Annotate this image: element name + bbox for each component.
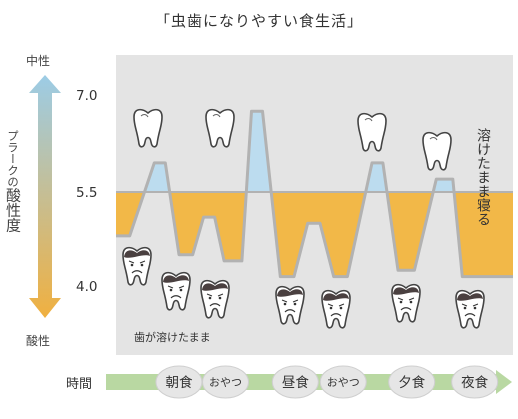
meal-circle [202,365,250,399]
meal-circle [388,365,436,399]
y-tick-label: 5.5 [76,185,97,201]
acidic-label: 酸性 [26,334,51,348]
teeth-melting-note: 歯が溶けたまま [134,330,211,344]
decayed-tooth-icon [161,271,191,311]
healthy-tooth-icon [205,108,235,148]
meal-label: 昼食 [282,374,309,391]
decayed-tooth-icon [321,289,351,329]
y-tick-label: 4.0 [76,279,97,295]
y-axis-title-prefix: プラークの [6,130,20,188]
y-tick-label: 7.0 [76,88,97,104]
y-ticks: 7.0 5.5 4.0 [76,88,97,295]
meal-label: 夕食 [398,374,425,391]
y-axis-title: プラークの酸性度 [3,130,24,233]
acidic-area [116,192,513,277]
decayed-tooth-icon [455,289,485,329]
ph-curve [116,109,513,279]
x-axis-title: 時間 [66,377,93,392]
meal-markers: 朝食 おやつ 昼食 おやつ 夕食 夜食 [155,365,499,399]
annotations: 歯が溶けたまま 溶けたまま寝る [134,128,491,344]
neutral-label: 中性 [26,54,51,68]
meal-circle [155,365,203,399]
neutral-area [116,111,513,192]
decayed-tooth-icon [200,279,230,319]
chart-title: 「虫歯になりやすい食生活」 [154,12,363,30]
meal-label: 朝食 [165,374,192,391]
decayed-tooth-icon [391,283,421,323]
ph-scale-arrow [29,75,61,318]
meal-circle [271,365,319,399]
meal-label: おやつ [209,376,242,389]
y-axis-title-main: 酸性度 [4,187,22,233]
healthy-tooth-icon [422,131,452,171]
healthy-tooth-icon [357,112,387,152]
sleep-melting-note: 溶けたまま寝る [475,128,491,226]
ph-series-line [116,109,513,279]
teeth-illustrations [122,108,485,329]
decayed-tooth-icon [275,285,305,325]
healthy-tooth-icon [133,108,163,148]
meal-circle [451,365,499,399]
ph-area [116,111,513,277]
meal-label: おやつ [327,376,360,389]
ph-gradient-arrow [29,75,61,318]
meal-label: 夜食 [461,374,488,391]
meal-circle [319,365,367,399]
decayed-tooth-icon [122,246,152,286]
